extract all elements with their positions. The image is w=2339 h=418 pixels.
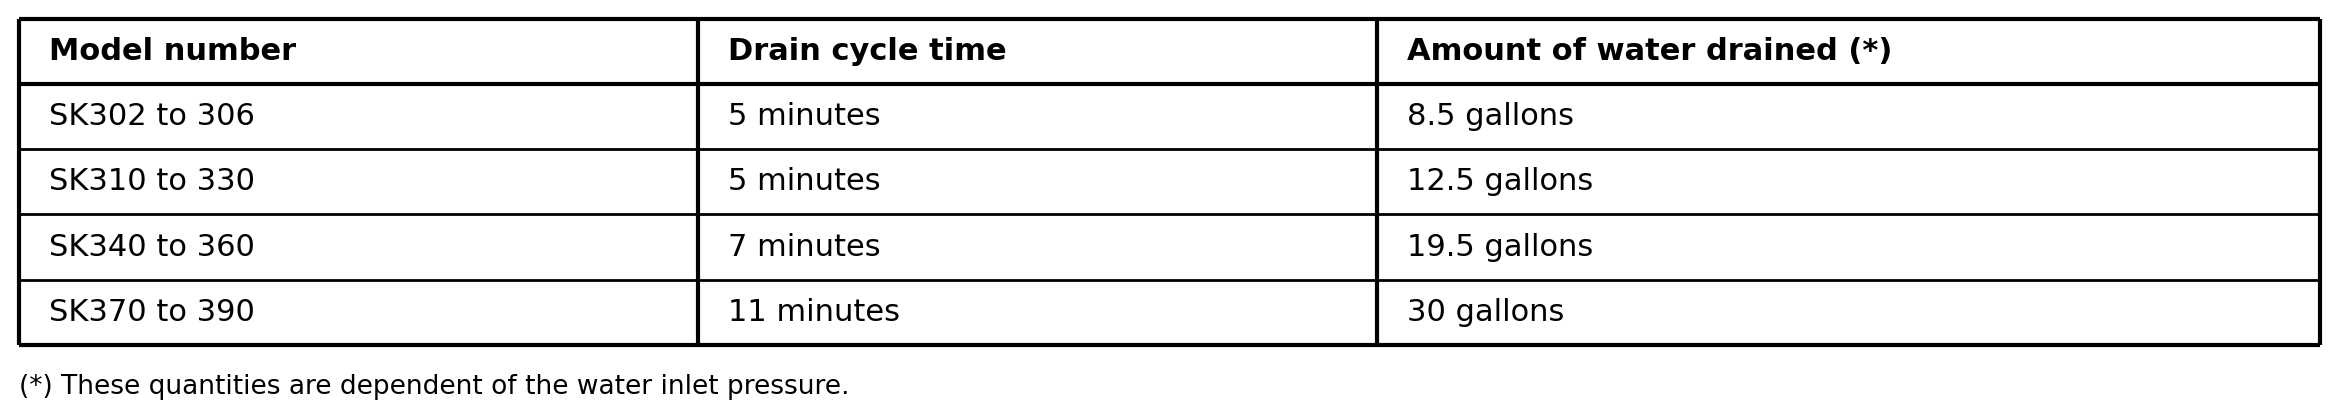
Bar [697,84,1378,149]
Text: SK302 to 306: SK302 to 306 [49,102,255,131]
Text: 5 minutes: 5 minutes [727,102,882,131]
Text: 19.5 gallons: 19.5 gallons [1408,232,1593,262]
Bar [19,214,697,280]
Text: Model number: Model number [49,37,297,66]
Text: 7 minutes: 7 minutes [727,232,882,262]
Bar [697,280,1378,345]
Text: SK310 to 330: SK310 to 330 [49,167,255,196]
Bar [19,84,697,149]
Bar [697,149,1378,214]
Bar [1378,84,2320,149]
Text: Amount of water drained (*): Amount of water drained (*) [1408,37,1892,66]
Text: 12.5 gallons: 12.5 gallons [1408,167,1593,196]
Bar [1378,214,2320,280]
Text: 5 minutes: 5 minutes [727,167,882,196]
Text: SK340 to 360: SK340 to 360 [49,232,255,262]
Text: 30 gallons: 30 gallons [1408,298,1565,327]
Bar [19,280,697,345]
Text: 8.5 gallons: 8.5 gallons [1408,102,1574,131]
Bar [697,19,1378,84]
Bar [1378,19,2320,84]
Bar [19,19,697,84]
Bar [1378,280,2320,345]
Bar [19,149,697,214]
Text: Drain cycle time: Drain cycle time [727,37,1006,66]
Bar [1378,149,2320,214]
Bar [697,214,1378,280]
Text: SK370 to 390: SK370 to 390 [49,298,255,327]
Text: (*) These quantities are dependent of the water inlet pressure.: (*) These quantities are dependent of th… [19,374,849,400]
Text: 11 minutes: 11 minutes [727,298,901,327]
